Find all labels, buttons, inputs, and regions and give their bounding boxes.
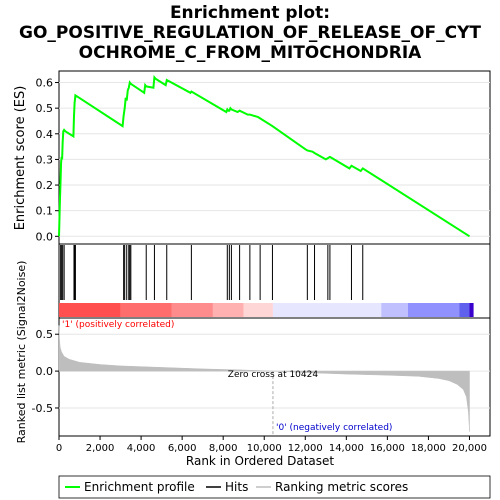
ranking-x-tick-label: 12,000 — [288, 443, 323, 454]
ranking-x-tick-label: 16,000 — [370, 443, 405, 454]
enrichment-y-tick-label: 0.2 — [36, 179, 54, 192]
enrichment-y-axis-label: Enrichment score (ES) — [13, 86, 28, 231]
chart-title-line-3: OCHROME_C_FROM_MITOCHONDRIA — [79, 43, 422, 63]
rank-color-bar — [59, 303, 474, 317]
enrichment-y-tick-label: 0.1 — [36, 205, 54, 218]
ranking-x-tick-label: 6,000 — [168, 443, 197, 454]
enrichment-y-tick-label: 0.5 — [36, 102, 54, 115]
enrichment-plot-area — [58, 70, 491, 245]
enrichment-y-tick-label: 0.3 — [36, 153, 54, 166]
ranking-x-tick-label: 20,000 — [452, 443, 487, 454]
color-bar-segment — [171, 303, 213, 317]
ranking-x-tick-label: 4,000 — [127, 443, 156, 454]
chart-title-line-1: Enrichment plot: — [170, 3, 330, 23]
legend-enrichment-label: Enrichment profile — [84, 480, 195, 494]
color-bar-segment — [120, 303, 172, 317]
positive-correlation-label: '1' (positively correlated) — [62, 320, 174, 330]
enrichment-profile-line — [58, 74, 471, 238]
ranking-x-ticks: 0 2,000 4,000 6,000 8,000 10,000 12,000 14,000 1… — [56, 436, 487, 454]
ranking-x-tick-label: 2,000 — [86, 443, 115, 454]
ranking-plot-area — [58, 317, 491, 437]
ranking-x-tick-label: 10,000 — [247, 443, 282, 454]
color-bar-segment — [272, 303, 382, 317]
ranking-y-tick-label: 0.0 — [36, 365, 54, 378]
ranking-x-tick-label: 14,000 — [329, 443, 364, 454]
color-bar-segment — [381, 303, 408, 317]
enrichment-y-tick-label: 0.4 — [36, 128, 54, 141]
zero-cross-label: Zero cross at 10424 — [228, 370, 319, 380]
ranking-y-tick-label: -0.5 — [32, 402, 53, 415]
enrichment-y-tick-label: 0.0 — [36, 230, 54, 243]
ranking-x-axis-label: Rank in Ordered Dataset — [186, 454, 334, 468]
negative-correlation-label: '0' (negatively correlated) — [276, 423, 392, 433]
ranking-panel: Zero cross at 10424 '1' (positively corr… — [15, 261, 491, 468]
color-bar-segment — [212, 303, 244, 317]
ranking-y-ticks: -0.5 0.0 0.5 — [32, 328, 59, 415]
color-bar-segment — [469, 303, 474, 317]
legend: Enrichment profile Hits Ranking metric s… — [58, 475, 491, 499]
ranking-y-axis-label: Ranked list metric (Signal2Noise) — [15, 261, 28, 444]
color-bar-segment — [459, 303, 470, 317]
ranking-x-tick-label: 0 — [56, 443, 62, 454]
legend-ranking-label: Ranking metric scores — [275, 480, 408, 494]
ranking-x-tick-label: 8,000 — [209, 443, 238, 454]
color-bar-segment — [243, 303, 273, 317]
enrichment-panel: 0.0 0.1 0.2 0.3 0.4 0.5 0.6 Enrichment score (… — [13, 70, 491, 245]
color-bar-segment — [59, 303, 121, 317]
legend-hits-label: Hits — [225, 480, 248, 494]
enrichment-y-ticks: 0.0 0.1 0.2 0.3 0.4 0.5 0.6 — [36, 77, 59, 243]
hits-panel — [58, 243, 491, 319]
enrichment-y-tick-label: 0.6 — [36, 77, 54, 90]
legend-box — [58, 475, 491, 499]
hit-lines — [60, 245, 364, 300]
ranking-x-tick-label: 18,000 — [411, 443, 446, 454]
color-bar-segment — [407, 303, 460, 317]
ranking-y-tick-label: 0.5 — [36, 328, 54, 341]
chart-title-line-2: GO_POSITIVE_REGULATION_OF_RELEASE_OF_CYT — [19, 23, 481, 43]
